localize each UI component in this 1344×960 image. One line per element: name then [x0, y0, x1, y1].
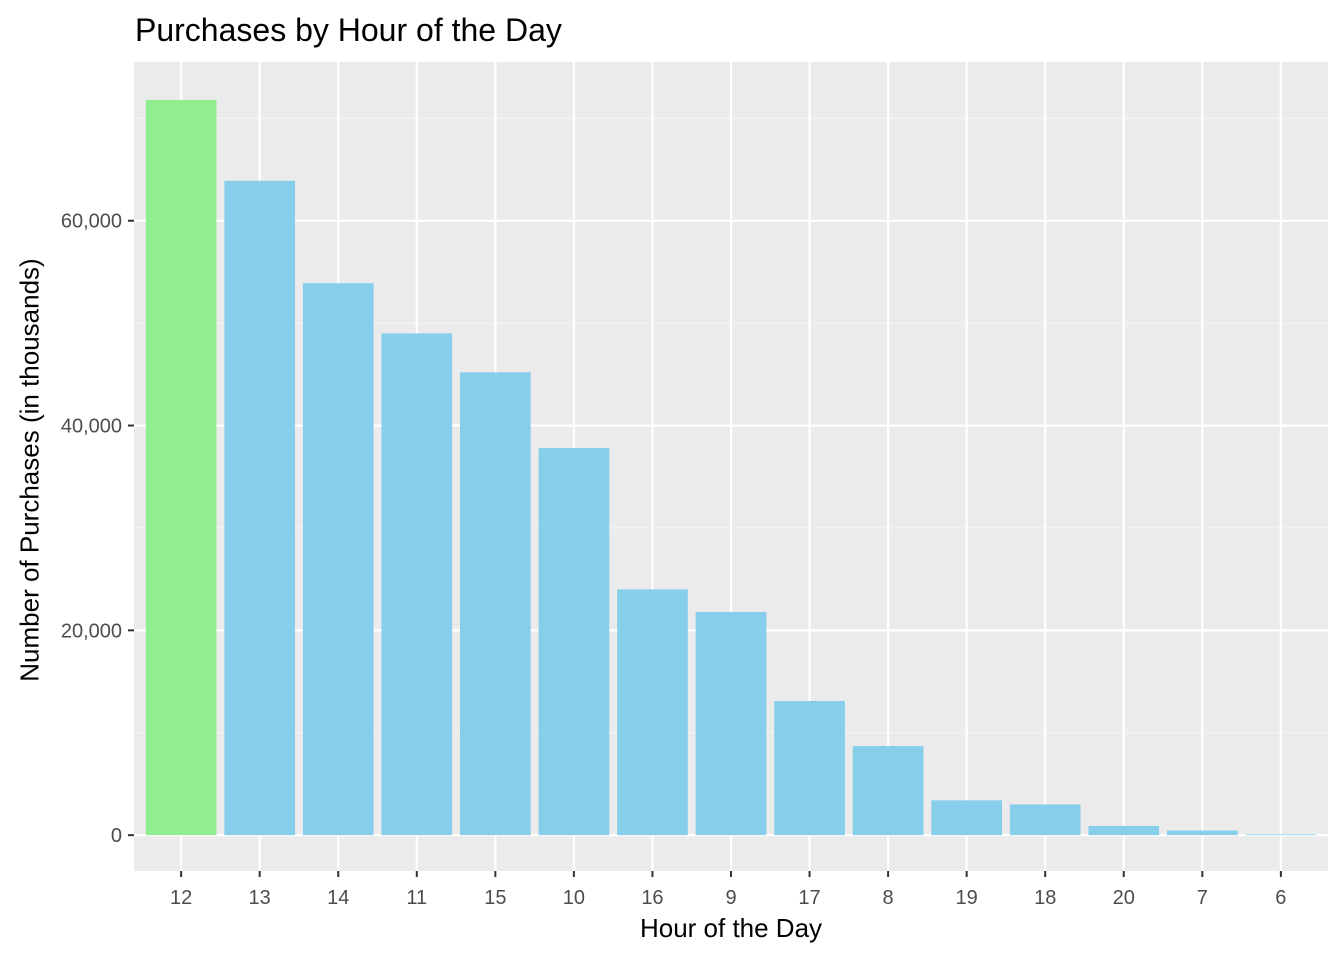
x-tick-label: 8 [883, 887, 894, 909]
y-tick-label: 60,000 [61, 211, 122, 233]
bar-13 [224, 180, 296, 836]
y-axis: 0 20,000 40,000 60,000 [61, 211, 134, 847]
bar-11 [381, 333, 453, 836]
x-tick-label: 12 [170, 887, 192, 909]
bar-8 [852, 746, 924, 836]
x-tick-label: 11 [406, 887, 427, 909]
bar-18 [1009, 804, 1081, 836]
bar-10 [538, 448, 610, 836]
y-tick-label: 40,000 [61, 416, 122, 438]
bar-6 [1245, 834, 1317, 836]
x-tick-label: 15 [484, 887, 506, 909]
bar-14 [302, 283, 374, 836]
x-tick-label: 18 [1034, 887, 1056, 909]
y-tick-label: 0 [111, 825, 122, 847]
x-tick-label: 16 [641, 887, 663, 909]
bar-20 [1088, 825, 1160, 836]
x-tick-label: 20 [1113, 887, 1135, 909]
bars [145, 99, 1317, 836]
x-axis: 12 13 14 11 15 10 16 9 17 8 19 18 20 7 6 [170, 871, 1286, 909]
chart-title: Purchases by Hour of the Day [135, 12, 562, 48]
x-tick-label: 6 [1275, 887, 1286, 909]
x-tick-label: 17 [798, 887, 820, 909]
x-tick-label: 10 [563, 887, 585, 909]
x-axis-title: Hour of the Day [639, 913, 823, 943]
y-axis-title: Number of Purchases (in thousands) [14, 258, 45, 682]
y-tick-label: 20,000 [61, 620, 122, 642]
x-tick-label: 7 [1197, 887, 1208, 909]
x-tick-label: 13 [249, 887, 271, 909]
bar-17 [774, 701, 845, 836]
bar-7 [1166, 830, 1238, 836]
x-tick-label: 14 [327, 887, 349, 909]
x-tick-label: 9 [725, 887, 736, 909]
bar-12 [145, 99, 217, 836]
bar-9 [695, 611, 767, 836]
bar-16 [617, 589, 688, 836]
bar-19 [931, 800, 1003, 836]
x-tick-label: 19 [956, 887, 978, 909]
bar-15 [459, 372, 531, 836]
